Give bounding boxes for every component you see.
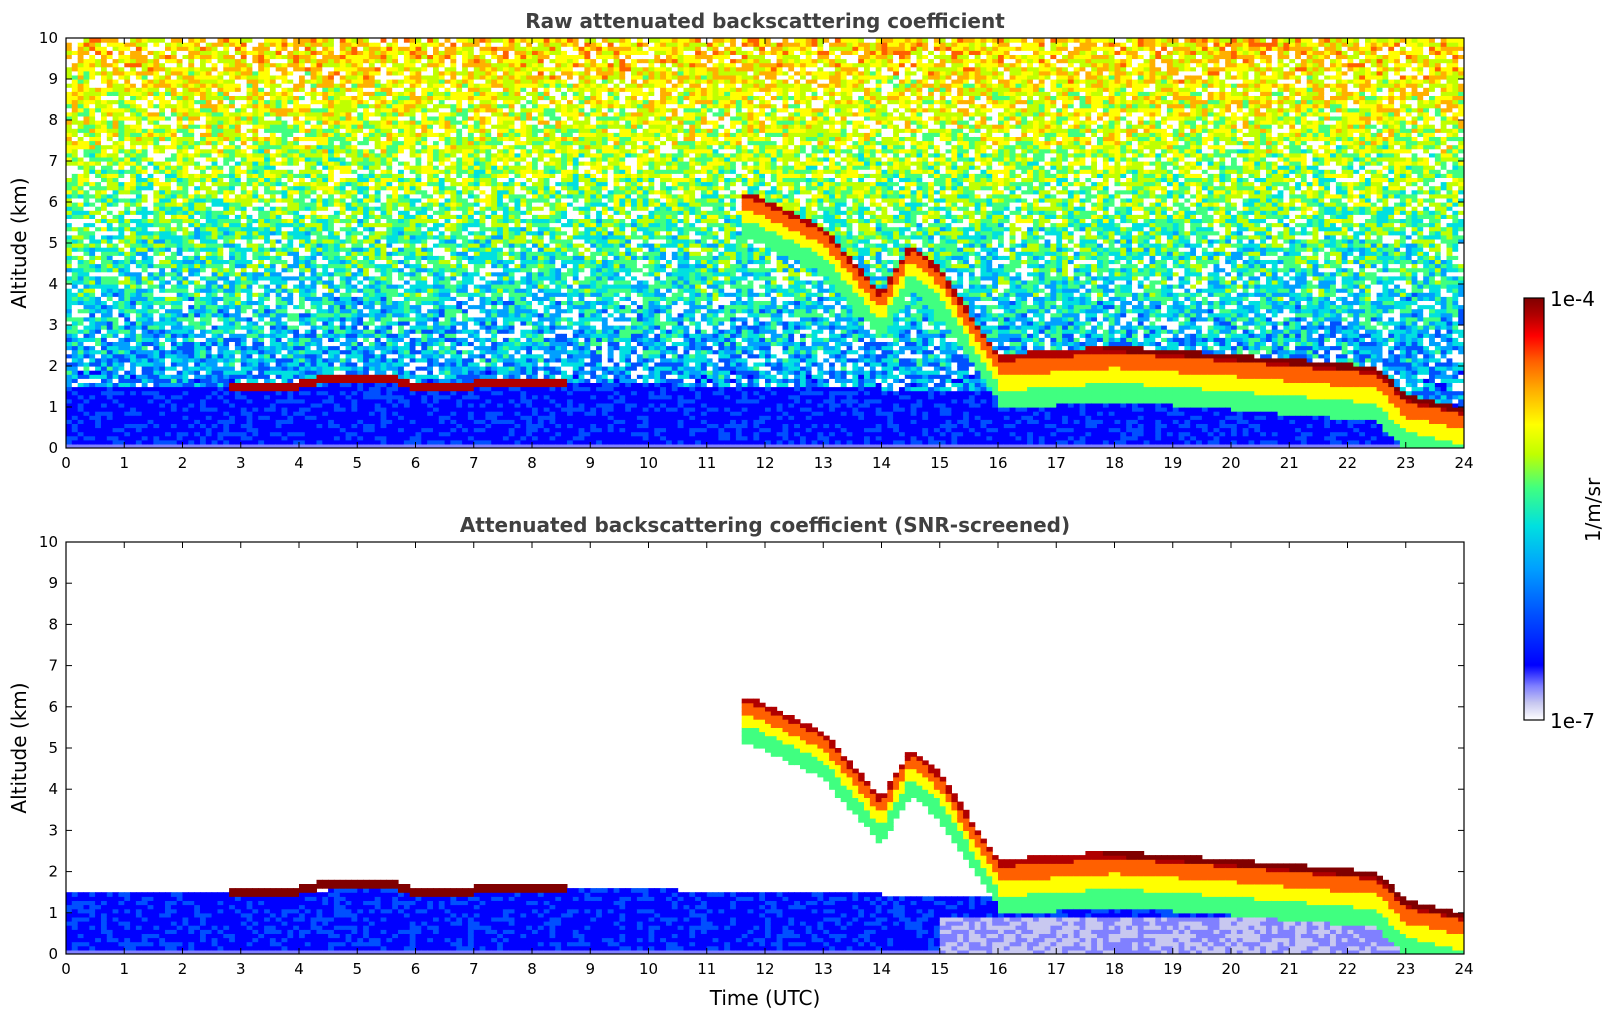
x-tick-label: 10 <box>639 454 658 472</box>
y-tick-label: 5 <box>48 234 58 252</box>
x-tick-label: 2 <box>178 960 188 978</box>
x-tick-label: 14 <box>872 960 891 978</box>
y-tick-label: 3 <box>48 316 58 334</box>
x-tick-label: 3 <box>236 454 246 472</box>
raw-panel: Raw attenuated backscattering coefficien… <box>7 9 1474 472</box>
y-tick-label: 0 <box>48 945 58 963</box>
x-tick-label: 13 <box>814 454 833 472</box>
y-tick-label: 1 <box>48 904 58 922</box>
x-tick-label: 23 <box>1396 454 1415 472</box>
x-tick-label: 3 <box>236 960 246 978</box>
screened-panel: Attenuated backscattering coefficient (S… <box>7 513 1474 1010</box>
x-tick-label: 10 <box>639 960 658 978</box>
y-tick-label: 10 <box>39 533 58 551</box>
y-tick-label: 4 <box>48 780 58 798</box>
y-tick-label: 5 <box>48 739 58 757</box>
x-tick-label: 4 <box>294 454 304 472</box>
x-tick-label: 17 <box>1047 454 1066 472</box>
colorbar-max-label: 1e-4 <box>1550 287 1595 311</box>
screened-panel-title: Attenuated backscattering coefficient (S… <box>460 513 1070 537</box>
x-tick-label: 7 <box>469 960 479 978</box>
y-tick-label: 7 <box>48 152 58 170</box>
x-tick-label: 11 <box>697 960 716 978</box>
x-tick-label: 24 <box>1454 454 1473 472</box>
x-tick-label: 21 <box>1280 960 1299 978</box>
x-tick-label: 15 <box>930 454 949 472</box>
x-tick-label: 8 <box>527 960 537 978</box>
x-tick-label: 13 <box>814 960 833 978</box>
raw-heatmap <box>66 38 1465 449</box>
y-tick-label: 6 <box>48 698 58 716</box>
colorbar-min-label: 1e-7 <box>1550 709 1595 733</box>
x-tick-label: 0 <box>61 454 71 472</box>
y-tick-label: 8 <box>48 111 58 129</box>
x-tick-label: 22 <box>1338 960 1357 978</box>
x-tick-label: 16 <box>988 960 1007 978</box>
x-tick-label: 19 <box>1163 454 1182 472</box>
colorbar: 1e-4 1e-7 1/m/sr <box>1524 287 1605 733</box>
x-tick-label: 18 <box>1105 960 1124 978</box>
y-tick-label: 2 <box>48 863 58 881</box>
x-tick-label: 14 <box>872 454 891 472</box>
x-tick-label: 16 <box>988 454 1007 472</box>
y-tick-label: 7 <box>48 657 58 675</box>
x-tick-label: 1 <box>119 960 129 978</box>
x-tick-label: 12 <box>755 454 774 472</box>
x-tick-label: 2 <box>178 454 188 472</box>
x-tick-label: 9 <box>585 960 595 978</box>
screened-heatmap <box>66 699 1465 955</box>
x-tick-label: 15 <box>930 960 949 978</box>
x-tick-label: 8 <box>527 454 537 472</box>
x-tick-label: 9 <box>585 454 595 472</box>
y-tick-label: 3 <box>48 821 58 839</box>
x-tick-label: 19 <box>1163 960 1182 978</box>
figure: Raw attenuated backscattering coefficien… <box>0 0 1606 1020</box>
x-tick-label: 12 <box>755 960 774 978</box>
y-tick-label: 8 <box>48 615 58 633</box>
x-tick-label: 17 <box>1047 960 1066 978</box>
screened-y-axis-label: Altitude (km) <box>7 682 31 813</box>
y-tick-label: 4 <box>48 275 58 293</box>
x-tick-label: 6 <box>411 960 421 978</box>
x-tick-label: 23 <box>1396 960 1415 978</box>
x-tick-label: 0 <box>61 960 71 978</box>
y-tick-label: 10 <box>39 29 58 47</box>
x-tick-label: 24 <box>1454 960 1473 978</box>
colorbar-gradient <box>1524 298 1544 720</box>
x-tick-label: 1 <box>119 454 129 472</box>
y-tick-label: 6 <box>48 193 58 211</box>
x-tick-label: 7 <box>469 454 479 472</box>
x-tick-label: 6 <box>411 454 421 472</box>
x-tick-label: 5 <box>352 960 362 978</box>
x-tick-label: 4 <box>294 960 304 978</box>
raw-panel-title: Raw attenuated backscattering coefficien… <box>525 9 1005 33</box>
colorbar-unit-label: 1/m/sr <box>1581 477 1605 542</box>
y-tick-label: 0 <box>48 439 58 457</box>
x-tick-label: 20 <box>1221 960 1240 978</box>
y-tick-label: 9 <box>48 574 58 592</box>
y-tick-label: 1 <box>48 398 58 416</box>
y-tick-label: 2 <box>48 357 58 375</box>
x-tick-label: 18 <box>1105 454 1124 472</box>
x-tick-label: 5 <box>352 454 362 472</box>
x-tick-label: 22 <box>1338 454 1357 472</box>
screened-x-axis-label: Time (UTC) <box>709 986 821 1010</box>
x-tick-label: 21 <box>1280 454 1299 472</box>
y-tick-label: 9 <box>48 70 58 88</box>
x-tick-label: 11 <box>697 454 716 472</box>
x-tick-label: 20 <box>1221 454 1240 472</box>
raw-y-axis-label: Altitude (km) <box>7 177 31 308</box>
